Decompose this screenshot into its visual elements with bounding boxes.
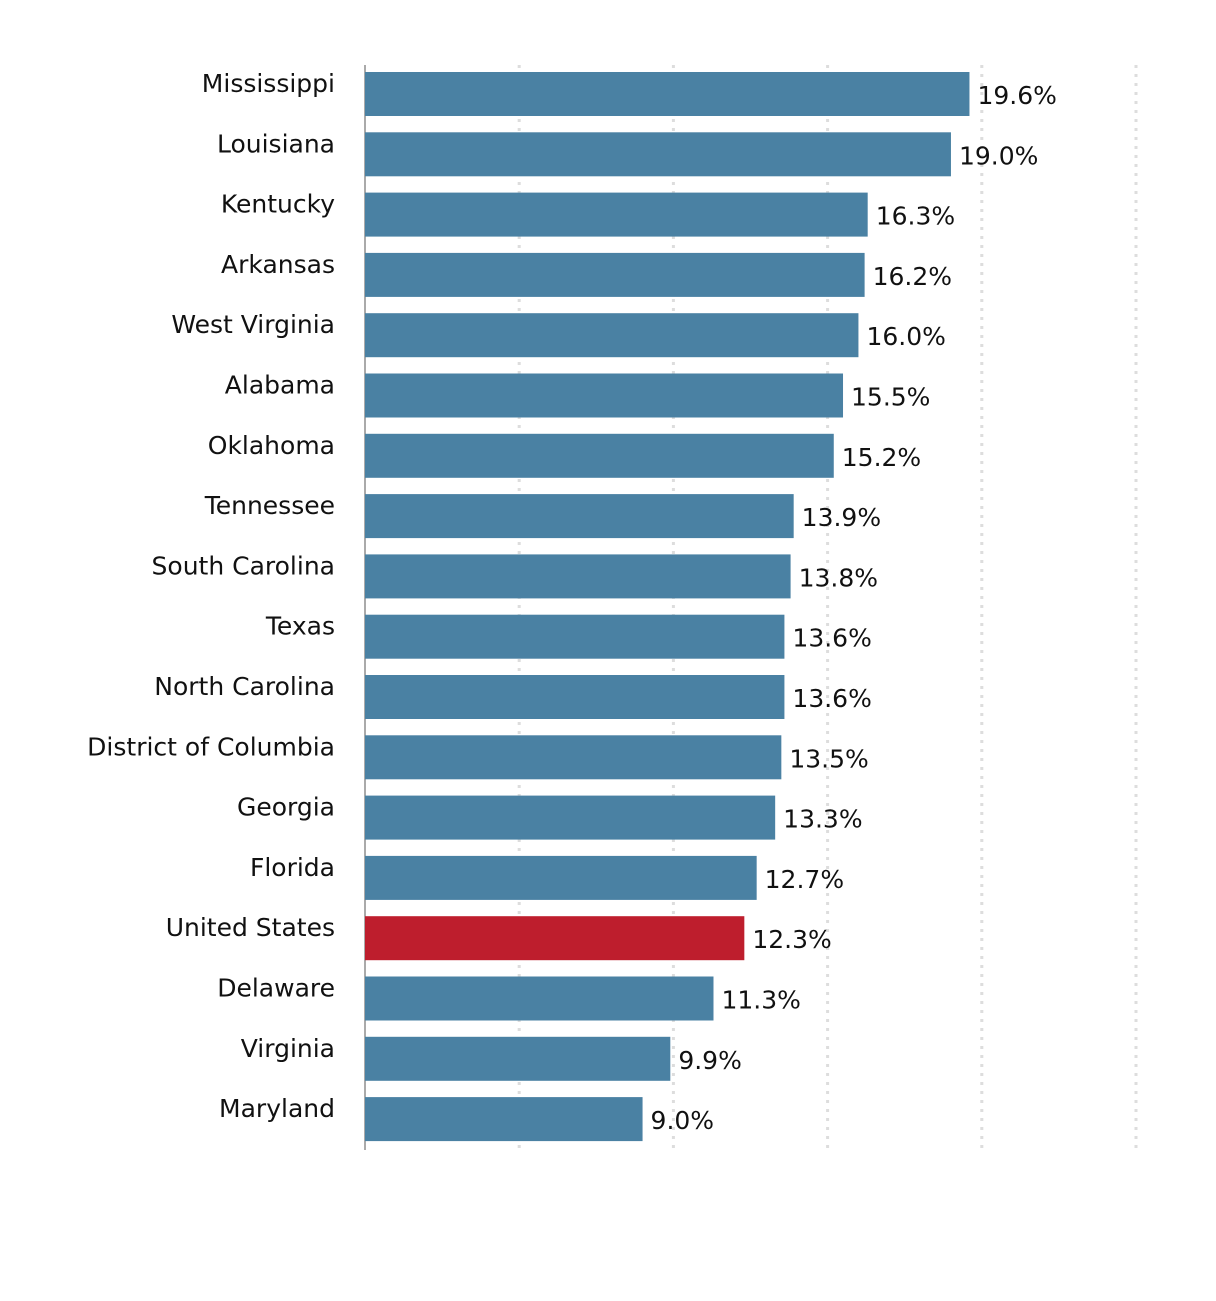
category-label: Georgia bbox=[237, 793, 335, 822]
bar bbox=[365, 916, 745, 961]
value-label: 16.3% bbox=[876, 202, 955, 231]
category-label: Maryland bbox=[219, 1094, 335, 1123]
category-label: Arkansas bbox=[221, 250, 335, 279]
value-label: 13.3% bbox=[783, 805, 862, 834]
bar bbox=[365, 855, 757, 900]
value-label: 13.6% bbox=[792, 624, 871, 653]
value-label: 13.9% bbox=[802, 503, 881, 532]
bar bbox=[365, 735, 782, 780]
value-label: 13.6% bbox=[792, 684, 871, 713]
value-label: 15.2% bbox=[842, 443, 921, 472]
bar bbox=[365, 72, 970, 116]
bar bbox=[365, 313, 859, 358]
bar bbox=[365, 976, 714, 1021]
bar bbox=[365, 494, 794, 539]
category-label: Tennessee bbox=[204, 491, 335, 520]
category-label: District of Columbia bbox=[87, 732, 335, 761]
value-label: 9.9% bbox=[678, 1046, 742, 1075]
bar bbox=[365, 1097, 643, 1142]
value-label: 16.2% bbox=[873, 262, 952, 291]
value-label: 9.0% bbox=[651, 1106, 715, 1135]
bar bbox=[365, 373, 844, 418]
value-label: 13.8% bbox=[799, 563, 878, 592]
category-label: Delaware bbox=[217, 974, 335, 1003]
value-label: 12.7% bbox=[765, 865, 844, 894]
bar bbox=[365, 614, 785, 659]
bar bbox=[365, 132, 951, 177]
bar bbox=[365, 433, 834, 478]
category-label: Virginia bbox=[241, 1034, 335, 1063]
category-label: Florida bbox=[250, 853, 335, 882]
value-label: 15.5% bbox=[851, 383, 930, 412]
category-label: South Carolina bbox=[152, 551, 335, 580]
category-label: Oklahoma bbox=[208, 431, 335, 460]
bar bbox=[365, 192, 868, 237]
value-label: 13.5% bbox=[789, 744, 868, 773]
category-label: Louisiana bbox=[217, 129, 335, 158]
category-label: North Carolina bbox=[154, 672, 335, 701]
category-label: United States bbox=[166, 913, 335, 942]
value-label: 19.0% bbox=[959, 141, 1038, 170]
category-label: Alabama bbox=[225, 371, 335, 400]
bar bbox=[365, 554, 791, 599]
bar bbox=[365, 252, 865, 297]
category-label: West Virginia bbox=[171, 310, 335, 339]
bar bbox=[365, 675, 785, 719]
value-label: 19.6% bbox=[977, 81, 1056, 110]
category-label: Mississippi bbox=[202, 69, 335, 98]
value-label: 11.3% bbox=[721, 986, 800, 1015]
category-label: Texas bbox=[265, 612, 335, 641]
bar bbox=[365, 795, 776, 840]
value-label: 16.0% bbox=[866, 322, 945, 351]
category-label: Kentucky bbox=[221, 190, 335, 219]
bar bbox=[365, 1036, 671, 1081]
value-label: 12.3% bbox=[752, 925, 831, 954]
